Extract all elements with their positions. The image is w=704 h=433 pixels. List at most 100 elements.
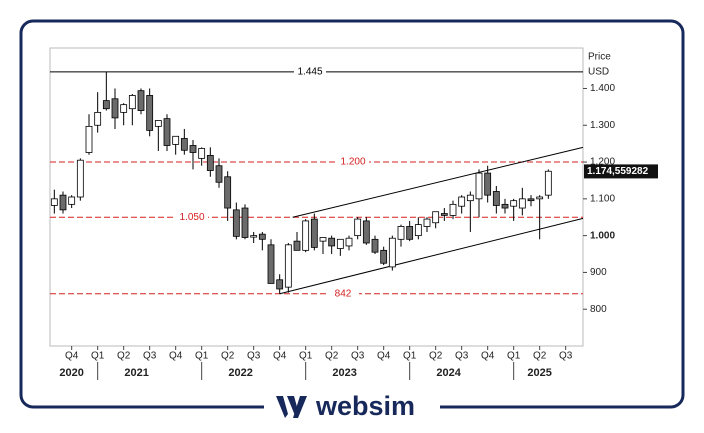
candle-body <box>302 220 310 251</box>
level-label: 1.445 <box>297 67 322 78</box>
candle-body <box>276 279 284 290</box>
x-tick-label: Q2 <box>325 351 339 362</box>
candle-body <box>206 155 214 171</box>
candle-body <box>423 218 431 227</box>
candle-body <box>388 237 396 268</box>
candle-body <box>94 111 102 126</box>
candle-body <box>362 220 370 244</box>
year-label: 2021 <box>124 367 148 379</box>
x-tick-label: Q4 <box>481 351 495 362</box>
brand-logo <box>276 396 307 418</box>
candle-body <box>406 226 414 240</box>
candle-body <box>544 170 552 196</box>
level-label: 1.200 <box>340 157 365 168</box>
x-tick-label: Q1 <box>507 351 521 362</box>
y-tick-label: 1.300 <box>590 120 615 131</box>
candle-body <box>336 238 344 249</box>
candle-body <box>85 125 93 153</box>
candle-body <box>241 207 249 238</box>
year-label: 2024 <box>436 367 461 379</box>
channel-line <box>292 146 584 218</box>
candle-body <box>215 165 223 183</box>
candle-body <box>310 218 318 248</box>
candle-body <box>224 176 232 209</box>
candle-body <box>345 237 353 247</box>
x-tick-label: Q3 <box>455 351 469 362</box>
y-tick-label: 1.100 <box>590 193 615 204</box>
candle-body <box>258 233 266 240</box>
level-label-bg <box>294 65 326 78</box>
frame <box>19 19 685 409</box>
last-price-label: 1.174,559282 <box>587 166 649 177</box>
candle-body <box>137 90 145 111</box>
y-tick-label: 1.000 <box>590 230 615 241</box>
candle-body <box>120 104 128 113</box>
candle-body <box>328 237 336 247</box>
x-tick-label: Q1 <box>195 351 209 362</box>
level-label-bg <box>176 211 208 224</box>
candle-body <box>492 191 500 206</box>
candle-body <box>319 237 327 242</box>
candle-body <box>232 209 240 237</box>
candle-body <box>284 244 292 288</box>
brand-name: websim <box>315 391 415 421</box>
candle-body <box>458 196 466 207</box>
x-tick-label: Q1 <box>299 351 313 362</box>
x-tick-label: Q3 <box>559 351 573 362</box>
y-tick-label: 900 <box>590 267 607 278</box>
candle-body <box>466 194 474 202</box>
y-axis-title: Price <box>588 52 611 63</box>
candle-body <box>146 95 154 131</box>
level-label-bg <box>327 287 359 300</box>
candle-body <box>501 203 509 209</box>
year-label: 2025 <box>527 367 551 379</box>
level-label: 1.050 <box>179 212 204 223</box>
channel-line <box>279 217 584 295</box>
x-tick-label: Q3 <box>143 351 157 362</box>
candle-body <box>59 194 67 211</box>
candle-body <box>527 198 535 202</box>
x-tick-label: Q3 <box>247 351 261 362</box>
candle-body <box>198 148 206 159</box>
x-tick-label: Q4 <box>169 351 183 362</box>
candle-body <box>414 224 422 237</box>
candle-body <box>189 145 197 153</box>
y-axis-unit: USD <box>588 67 609 78</box>
y-tick-label: 1.400 <box>590 83 615 94</box>
year-label: 2022 <box>228 367 252 379</box>
x-tick-label: Q1 <box>403 351 417 362</box>
candle-body <box>267 244 275 284</box>
candle-body <box>50 198 58 206</box>
candle-body <box>154 120 162 127</box>
candle-body <box>536 196 544 200</box>
candle-body <box>371 238 379 253</box>
x-tick-label: Q2 <box>117 351 131 362</box>
level-label-bg <box>337 156 369 169</box>
y-tick-label: 1.200 <box>590 157 615 168</box>
candle-body <box>68 196 76 205</box>
plot-area <box>49 47 584 347</box>
x-tick-label: Q4 <box>377 351 391 362</box>
x-tick-label: Q2 <box>533 351 547 362</box>
x-tick-label: Q1 <box>91 351 105 362</box>
candle-body <box>397 226 405 240</box>
candle-body <box>163 118 171 146</box>
candle-body <box>293 240 301 251</box>
year-label: 2023 <box>332 367 356 379</box>
candle-body <box>449 203 457 216</box>
x-tick-label: Q2 <box>221 351 235 362</box>
x-tick-label: Q4 <box>273 351 287 362</box>
x-tick-label: Q4 <box>65 351 79 362</box>
candle-body <box>111 98 119 119</box>
last-price-bg <box>584 164 658 179</box>
x-tick-label: Q2 <box>429 351 443 362</box>
candle-body <box>250 235 258 238</box>
y-tick-label: 800 <box>590 304 607 315</box>
candle-body <box>475 172 483 200</box>
x-tick-label: Q3 <box>351 351 365 362</box>
candle-body <box>432 211 440 224</box>
candle-body <box>484 172 492 196</box>
candle-body <box>354 218 362 237</box>
candle-body <box>440 213 448 216</box>
